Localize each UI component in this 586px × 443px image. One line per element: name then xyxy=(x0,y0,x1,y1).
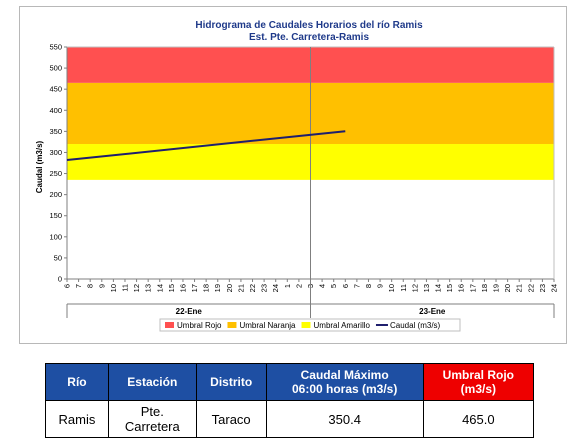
x-tick-label: 15 xyxy=(445,284,454,292)
cell-rio: Ramis xyxy=(45,400,109,438)
y-tick-label: 200 xyxy=(49,190,62,199)
x-tick-label: 16 xyxy=(178,284,187,292)
x-tick-label: 18 xyxy=(480,284,489,292)
x-tick-label: 12 xyxy=(132,284,141,292)
x-tick-label: 11 xyxy=(399,284,408,292)
header-umbral-line1: Umbral Rojo xyxy=(442,368,514,382)
header-caudal-line1: Caudal Máximo xyxy=(300,368,389,382)
summary-table: Río Estación Distrito Caudal Máximo 06:00… xyxy=(45,363,535,438)
cell-distrito: Taraco xyxy=(195,400,267,438)
x-tick-label: 12 xyxy=(410,284,419,292)
x-tick-label: 20 xyxy=(503,284,512,292)
y-tick-label: 250 xyxy=(49,169,62,178)
y-tick-label: 500 xyxy=(49,64,62,73)
legend-swatch xyxy=(301,322,311,328)
hydrograph-chart: Hidrograma de Caudales Horarios del río … xyxy=(35,20,559,332)
x-tick-label: 8 xyxy=(364,284,373,288)
legend-swatch xyxy=(165,322,174,328)
cell-caudal: 350.4 xyxy=(265,400,424,438)
legend-label: Caudal (m3/s) xyxy=(390,321,441,330)
legend-label: Umbral Naranja xyxy=(239,321,296,330)
y-tick-label: 550 xyxy=(49,43,62,52)
x-tick-label: 4 xyxy=(318,284,327,288)
series-line-caudal xyxy=(66,130,346,162)
legend: Umbral Rojo Umbral Naranja Umbral Amarillo… xyxy=(159,318,461,332)
x-tick-label: 10 xyxy=(109,284,118,292)
y-tick-label: 100 xyxy=(49,232,62,241)
legend-swatch xyxy=(227,322,237,328)
chart-title: Hidrograma de Caudales Horarios del río … xyxy=(195,20,423,31)
cell-estacion: Pte. Carretera xyxy=(107,400,197,438)
table-header-row: Río Estación Distrito Caudal Máximo 06:00… xyxy=(45,363,535,401)
x-tick-label: 6 xyxy=(341,284,350,288)
y-tick-label: 150 xyxy=(49,211,62,220)
x-tick-label: 10 xyxy=(387,284,396,292)
x-tick-label: 13 xyxy=(144,284,153,292)
x-tick-label: 16 xyxy=(457,284,466,292)
x-tick-label: 11 xyxy=(120,284,129,292)
x-tick-label: 19 xyxy=(213,284,222,292)
header-umbral-line2: (m3/s) xyxy=(460,382,496,396)
day-label: 23-Ene xyxy=(419,307,446,316)
y-tick-label: 0 xyxy=(58,275,62,284)
x-tick-label: 5 xyxy=(329,284,338,288)
day-label: 22-Ene xyxy=(176,307,203,316)
x-tick-label: 14 xyxy=(434,284,443,292)
x-tick-label: 1 xyxy=(283,284,292,288)
x-tick-label: 24 xyxy=(271,284,280,292)
header-caudal-line2: 06:00 horas (m3/s) xyxy=(291,382,398,396)
cell-estacion-line1: Pte. xyxy=(140,404,164,419)
legend-label: Umbral Amarillo xyxy=(314,321,371,330)
x-tick-label: 6 xyxy=(63,284,72,288)
x-tick-label: 17 xyxy=(190,284,199,292)
x-tick-label: 21 xyxy=(236,284,245,292)
x-tick-label: 19 xyxy=(492,284,501,292)
y-tick-label: 50 xyxy=(54,253,62,262)
x-tick-label: 7 xyxy=(74,284,83,288)
x-tick-label: 24 xyxy=(550,284,559,292)
header-estacion: Estación xyxy=(107,363,197,401)
y-tick-label: 450 xyxy=(49,85,62,94)
x-tick-label: 20 xyxy=(225,284,234,292)
header-distrito: Distrito xyxy=(195,363,267,401)
x-tick-label: 22 xyxy=(248,284,257,292)
legend-label: Umbral Rojo xyxy=(177,321,222,330)
header-umbral-rojo: Umbral Rojo (m3/s) xyxy=(422,363,535,401)
cell-umbral: 465.0 xyxy=(422,400,535,438)
x-tick-label: 15 xyxy=(167,284,176,292)
y-tick-label: 400 xyxy=(49,106,62,115)
x-tick-label: 14 xyxy=(155,284,164,292)
x-tick-label: 23 xyxy=(260,284,269,292)
x-tick-label: 23 xyxy=(538,284,547,292)
x-tick-label: 8 xyxy=(86,284,95,288)
x-tick-label: 17 xyxy=(468,284,477,292)
x-tick-label: 21 xyxy=(515,284,524,292)
x-tick-label: 2 xyxy=(294,284,303,288)
x-tick-label: 13 xyxy=(422,284,431,292)
y-axis-label: Caudal (m3/s) xyxy=(35,140,44,193)
x-tick-label: 7 xyxy=(352,284,361,288)
y-tick-label: 350 xyxy=(49,127,62,136)
chart-subtitle: Est. Pte. Carretera-Ramis xyxy=(249,32,369,43)
cell-estacion-line2: Carretera xyxy=(124,419,180,434)
series-layer xyxy=(66,130,346,162)
y-tick-label: 300 xyxy=(49,148,62,157)
table-row: Ramis Pte. Carretera Taraco 350.4 465.0 xyxy=(45,400,535,438)
x-tick-label: 22 xyxy=(526,284,535,292)
x-tick-label: 18 xyxy=(202,284,211,292)
x-tick-label: 9 xyxy=(376,284,385,288)
header-rio: Río xyxy=(45,363,109,401)
x-tick-label: 9 xyxy=(97,284,106,288)
header-caudal-maximo: Caudal Máximo 06:00 horas (m3/s) xyxy=(265,363,424,401)
chart-frame: Hidrograma de Caudales Horarios del río … xyxy=(19,6,567,344)
